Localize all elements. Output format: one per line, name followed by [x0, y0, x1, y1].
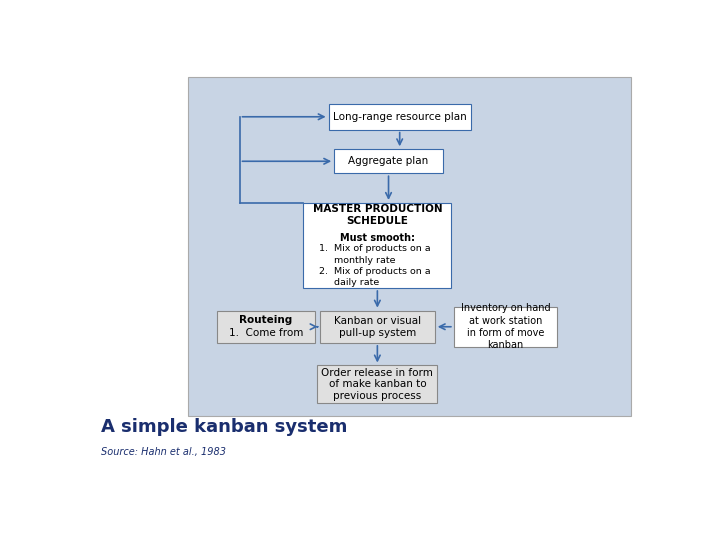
FancyBboxPatch shape [320, 310, 435, 343]
Text: Long-range resource plan: Long-range resource plan [333, 112, 467, 122]
Text: Routeing: Routeing [239, 315, 292, 325]
FancyBboxPatch shape [328, 104, 471, 130]
FancyBboxPatch shape [303, 203, 451, 288]
FancyBboxPatch shape [318, 366, 437, 403]
Text: 1.  Mix of products on a
     monthly rate
2.  Mix of products on a
     daily r: 1. Mix of products on a monthly rate 2. … [319, 245, 431, 287]
Text: Must smooth:: Must smooth: [340, 233, 415, 243]
FancyBboxPatch shape [454, 307, 557, 347]
FancyBboxPatch shape [217, 310, 315, 343]
FancyBboxPatch shape [188, 77, 631, 416]
FancyBboxPatch shape [334, 149, 443, 173]
Text: MASTER PRODUCTION
SCHEDULE: MASTER PRODUCTION SCHEDULE [312, 204, 442, 226]
Text: 1.  Come from: 1. Come from [228, 328, 303, 338]
Text: Kanban or visual
pull-up system: Kanban or visual pull-up system [334, 316, 421, 338]
Text: Aggregate plan: Aggregate plan [348, 156, 428, 166]
Text: Order release in form
of make kanban to
previous process: Order release in form of make kanban to … [321, 368, 433, 401]
Text: A simple kanban system: A simple kanban system [101, 418, 348, 436]
Text: Inventory on hand
at work station
in form of move
kanban: Inventory on hand at work station in for… [461, 303, 551, 350]
Text: Source: Hahn et al., 1983: Source: Hahn et al., 1983 [101, 447, 226, 457]
